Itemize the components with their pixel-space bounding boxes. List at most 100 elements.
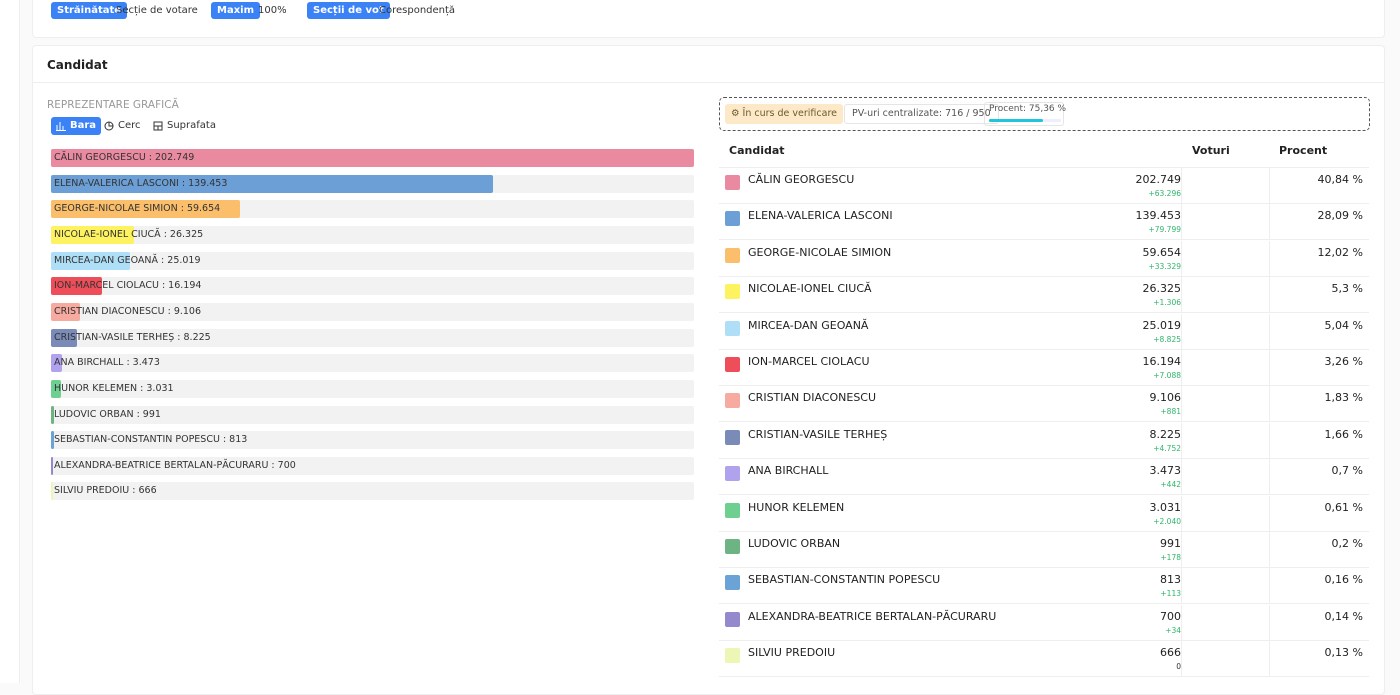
candidate-name: GEORGE-NICOLAE SIMION bbox=[748, 245, 892, 259]
candidate-name: LUDOVIC ORBAN bbox=[748, 537, 841, 550]
table-row: SILVIU PREDOIU 666 0 0,13 % bbox=[719, 641, 1369, 678]
percent: 1,66 % bbox=[1324, 427, 1363, 441]
percent: 40,84 % bbox=[1317, 173, 1363, 186]
color-swatch bbox=[725, 284, 740, 300]
candidate-name: HUNOR KELEMEN bbox=[748, 500, 845, 514]
column-divider bbox=[1181, 240, 1182, 277]
color-swatch bbox=[725, 575, 740, 591]
bar-track bbox=[51, 379, 694, 398]
status-box bbox=[719, 97, 1370, 131]
tab-area[interactable]: Suprafata bbox=[148, 117, 221, 135]
bar bbox=[51, 354, 62, 373]
votes-delta: +33.329 bbox=[1148, 261, 1181, 271]
bar-track bbox=[51, 354, 694, 373]
tab-label: Bara bbox=[70, 120, 97, 131]
icon bbox=[56, 122, 66, 131]
column-divider bbox=[1181, 168, 1182, 204]
percent: 0,7 % bbox=[1331, 464, 1363, 478]
column-divider bbox=[1269, 604, 1270, 641]
chart-heading: REPREZENTARE GRAFICĂ bbox=[47, 99, 179, 111]
bar bbox=[51, 379, 61, 398]
bar-label: CRISTIAN DIACONESCU : 9.106 bbox=[54, 305, 202, 317]
column-divider bbox=[1181, 459, 1182, 496]
bar-track bbox=[51, 328, 694, 347]
bar-track bbox=[51, 482, 694, 501]
bar-label: NICOLAE-IONEL CIUCĂ : 26.325 bbox=[54, 228, 204, 240]
progress-label: Procent: 75,36 % bbox=[989, 104, 1067, 114]
votes: 700 bbox=[1160, 609, 1181, 623]
candidate-name: ELENA-VALERICA LASCONI bbox=[748, 209, 893, 223]
progress-fill bbox=[989, 119, 1044, 122]
votes: 59.654 bbox=[1142, 245, 1182, 259]
candidate-name: SEBASTIAN-CONSTANTIN POPESCU bbox=[748, 573, 941, 587]
votes-delta: +34 bbox=[1165, 625, 1181, 635]
votes: 139.453 bbox=[1135, 209, 1182, 223]
bar-label: SEBASTIAN-CONSTANTIN POPESCU : 813 bbox=[54, 434, 248, 446]
percent: 3,26 % bbox=[1324, 355, 1363, 368]
bar bbox=[51, 149, 694, 167]
filter-tag[interactable]: Maxim bbox=[211, 2, 260, 19]
percent: 1,83 % bbox=[1324, 391, 1363, 405]
percent: 5,3 % bbox=[1331, 282, 1363, 296]
bar bbox=[51, 174, 494, 193]
color-swatch bbox=[725, 393, 740, 409]
column-divider bbox=[1181, 422, 1182, 459]
candidate-name: ALEXANDRA-BEATRICE BERTALAN-PĂCURARU bbox=[748, 609, 997, 623]
votes-delta: +442 bbox=[1160, 480, 1181, 490]
column-divider bbox=[1181, 495, 1182, 532]
column-divider bbox=[1181, 641, 1182, 678]
bar-label: ALEXANDRA-BEATRICE BERTALAN-PĂCURARU : 7… bbox=[54, 459, 296, 471]
votes: 666 bbox=[1160, 646, 1181, 660]
filter-value: Corespondență bbox=[379, 5, 456, 16]
column-divider bbox=[1269, 532, 1270, 568]
votes: 813 bbox=[1160, 573, 1181, 587]
icon bbox=[153, 121, 163, 131]
table-row: ELENA-VALERICA LASCONI 139.453 +79.799 28,0… bbox=[719, 204, 1369, 241]
candidate-name: ION-MARCEL CIOLACU bbox=[748, 355, 870, 368]
percent: 0,16 % bbox=[1324, 573, 1363, 587]
filter-tag[interactable]: Străinătate bbox=[51, 2, 128, 19]
votes: 3.473 bbox=[1149, 464, 1182, 478]
candidate-name: CĂLIN GEORGESCU bbox=[748, 173, 855, 186]
bar-label: LUDOVIC ORBAN : 991 bbox=[54, 408, 161, 420]
bar bbox=[51, 456, 54, 475]
column-divider bbox=[1269, 240, 1270, 277]
column-divider bbox=[1269, 459, 1270, 496]
bar bbox=[51, 405, 55, 424]
table-row: CĂLIN GEORGESCU 202.749 +63.296 40,84 % bbox=[719, 168, 1369, 204]
percent: 12,02 % bbox=[1317, 245, 1363, 259]
table-row: ANA BIRCHALL 3.473 +442 0,7 % bbox=[719, 459, 1369, 496]
color-swatch bbox=[725, 611, 740, 627]
column-divider bbox=[1181, 604, 1182, 641]
candidate-name: CRISTIAN-VASILE TERHEȘ bbox=[748, 427, 888, 441]
table-row: SEBASTIAN-CONSTANTIN POPESCU 813 +113 0,16 … bbox=[719, 568, 1369, 605]
bar bbox=[51, 328, 78, 347]
column-divider bbox=[1269, 641, 1270, 678]
tab-pie[interactable]: Cerc bbox=[99, 117, 146, 135]
votes: 202.749 bbox=[1135, 173, 1182, 186]
filter-value: 100% bbox=[258, 5, 287, 16]
th-candidate: Candidat bbox=[729, 144, 785, 157]
bar-track bbox=[51, 225, 694, 244]
color-swatch bbox=[725, 502, 740, 518]
bar-track bbox=[51, 431, 694, 450]
bar-track bbox=[51, 277, 694, 296]
tab-bar[interactable]: Bara bbox=[51, 117, 102, 135]
column-divider bbox=[1181, 313, 1182, 350]
column-divider bbox=[1269, 350, 1270, 386]
percent: 5,04 % bbox=[1324, 318, 1363, 332]
sidebar-strip bbox=[0, 0, 20, 683]
bar-label: SILVIU PREDOIU : 666 bbox=[54, 485, 157, 497]
status-text: În curs de verificare bbox=[742, 108, 837, 119]
candidate-name: ANA BIRCHALL bbox=[748, 464, 829, 478]
color-swatch bbox=[725, 539, 740, 554]
color-swatch bbox=[725, 466, 740, 482]
filter-tag[interactable]: Secții de vot bbox=[307, 2, 390, 19]
bar bbox=[51, 482, 54, 501]
votes: 9.106 bbox=[1149, 391, 1182, 405]
votes: 26.325 bbox=[1142, 282, 1182, 296]
candidate-name: MIRCEA-DAN GEOANĂ bbox=[748, 318, 869, 332]
th-percent: Procent bbox=[1279, 144, 1328, 157]
column-divider bbox=[1269, 313, 1270, 350]
